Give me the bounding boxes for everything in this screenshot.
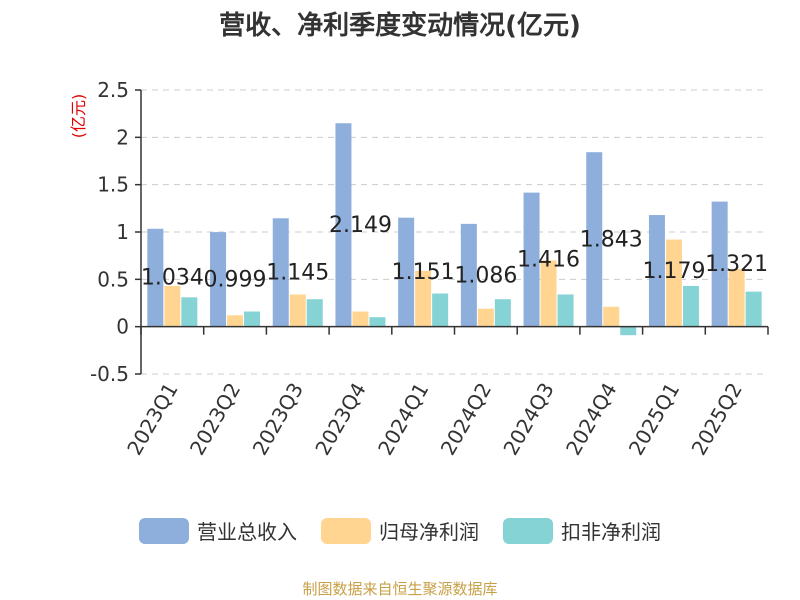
- bar-net-profit-2024Q3[interactable]: [540, 260, 557, 327]
- x-tick-label: 2024Q1: [373, 379, 433, 460]
- bar-revenue-2024Q3[interactable]: [523, 192, 540, 327]
- bar-revenue-2024Q4[interactable]: [586, 152, 603, 327]
- legend-item-deducted-profit[interactable]: 扣非净利润: [503, 516, 661, 545]
- source-footer: 制图数据来自恒生聚源数据库: [302, 580, 498, 598]
- bar-deducted-profit-2023Q4[interactable]: [369, 317, 386, 327]
- legend-label-net-profit: 归母净利润: [379, 520, 479, 544]
- bar-deducted-profit-2024Q3[interactable]: [557, 294, 574, 327]
- y-tick-label: 0: [116, 315, 129, 339]
- y-tick-label: 1: [116, 220, 129, 244]
- data-label: 2.149: [329, 213, 392, 238]
- data-label: 1.086: [454, 263, 517, 288]
- bar-net-profit-2024Q4[interactable]: [603, 306, 620, 327]
- x-tick-label: 2023Q1: [122, 379, 182, 460]
- data-label: 1.151: [392, 260, 455, 285]
- bar-deducted-profit-2023Q1[interactable]: [181, 297, 198, 327]
- x-tick-label: 2025Q2: [687, 379, 747, 460]
- bar-net-profit-2023Q1[interactable]: [164, 285, 181, 327]
- bar-net-profit-2023Q4[interactable]: [352, 311, 369, 327]
- bar-deducted-profit-2023Q3[interactable]: [306, 299, 323, 327]
- bar-net-profit-2023Q2[interactable]: [227, 315, 244, 327]
- legend-swatch-revenue: [139, 517, 189, 544]
- bar-net-profit-2024Q2[interactable]: [477, 308, 494, 327]
- bar-chart: -0.5 0 0.5 1 1.5 2 2.5 2023Q1 2023Q2 2023Q3 2023Q4…: [69, 10, 769, 460]
- bar-revenue-2023Q3[interactable]: [272, 218, 289, 327]
- data-label: 1.843: [580, 227, 643, 252]
- bar-revenue-2023Q4[interactable]: [335, 123, 352, 327]
- bar-net-profit-2024Q1[interactable]: [415, 270, 432, 327]
- data-label: 1.416: [517, 248, 580, 273]
- bar-deducted-profit-2024Q2[interactable]: [494, 299, 511, 327]
- bar-deducted-profit-2025Q2[interactable]: [745, 291, 762, 327]
- x-tick-label: 2023Q4: [310, 379, 370, 460]
- data-label: 0.999: [204, 267, 267, 292]
- data-label: 1.321: [705, 252, 768, 277]
- legend: 营业总收入 归母净利润 扣非净利润: [0, 516, 800, 545]
- bar-deducted-profit-2023Q2[interactable]: [244, 311, 261, 327]
- data-label: 1.145: [266, 260, 329, 285]
- data-label: 1.179: [642, 259, 705, 284]
- y-tick-label: 0.5: [97, 267, 129, 291]
- bar-deducted-profit-2024Q1[interactable]: [432, 293, 449, 327]
- legend-swatch-deducted-profit: [503, 517, 553, 544]
- x-tick-label: 2023Q3: [248, 379, 308, 460]
- bar-revenue-2025Q1[interactable]: [648, 215, 665, 327]
- bar-revenue-2025Q2[interactable]: [711, 201, 728, 327]
- bar-net-profit-2025Q2[interactable]: [728, 268, 745, 327]
- y-tick-label: 2: [116, 125, 129, 149]
- legend-label-revenue: 营业总收入: [197, 520, 297, 544]
- bar-deducted-profit-2024Q4[interactable]: [620, 326, 637, 336]
- bar-revenue-2023Q2[interactable]: [210, 232, 227, 327]
- x-tick-label: 2024Q4: [561, 379, 621, 460]
- bar-net-profit-2025Q1[interactable]: [665, 239, 682, 327]
- x-tick-label: 2023Q2: [185, 379, 245, 460]
- data-label: 1.034: [141, 266, 204, 291]
- legend-item-revenue[interactable]: 营业总收入: [139, 516, 297, 545]
- y-tick-label: -0.5: [90, 362, 129, 386]
- legend-label-deducted-profit: 扣非净利润: [561, 520, 661, 544]
- legend-item-net-profit[interactable]: 归母净利润: [321, 516, 479, 545]
- bar-net-profit-2023Q3[interactable]: [289, 294, 306, 327]
- y-tick-label: 2.5: [97, 78, 129, 102]
- y-axis-label: (亿元): [69, 94, 88, 139]
- bar-revenue-2023Q1[interactable]: [147, 228, 164, 327]
- bar-deducted-profit-2025Q1[interactable]: [682, 285, 699, 327]
- chart-title: 营收、净利季度变动情况(亿元): [219, 10, 581, 41]
- y-tick-label: 1.5: [97, 173, 129, 197]
- bar-revenue-2024Q1[interactable]: [398, 217, 415, 327]
- x-tick-label: 2024Q3: [498, 379, 558, 460]
- bar-revenue-2024Q2[interactable]: [460, 223, 477, 327]
- legend-swatch-net-profit: [321, 517, 371, 544]
- x-tick-label: 2024Q2: [436, 378, 496, 459]
- x-tick-label: 2025Q1: [624, 379, 684, 460]
